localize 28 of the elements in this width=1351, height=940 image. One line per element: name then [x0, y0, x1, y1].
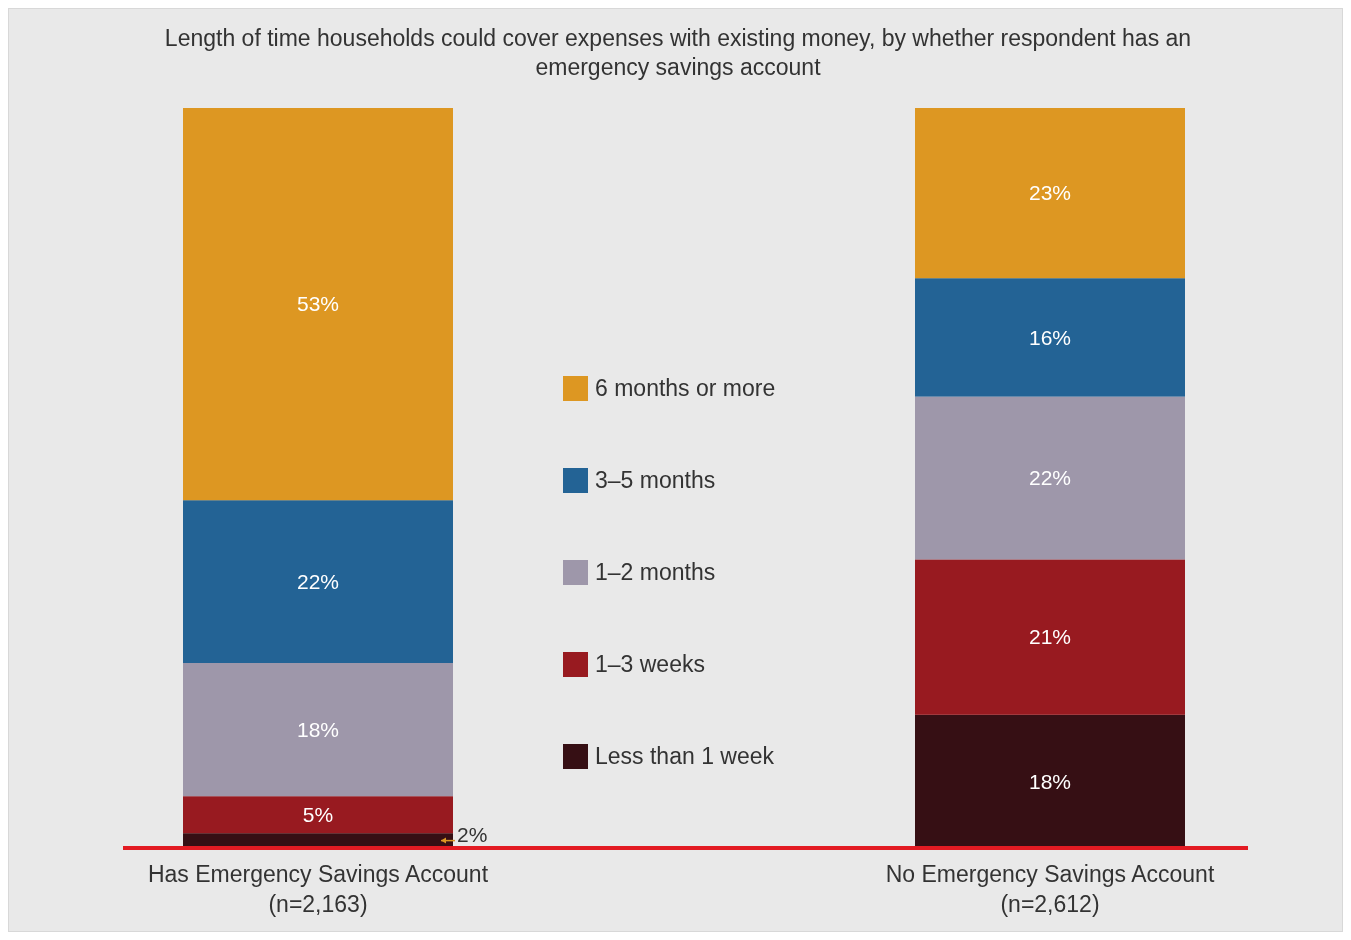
bar — [915, 278, 1185, 397]
data-label: 16% — [1028, 325, 1072, 349]
bar — [183, 108, 453, 501]
legend-label: Less than 1 week — [595, 743, 775, 770]
legend-label: 1–2 months — [595, 559, 716, 586]
bar — [183, 663, 453, 797]
x-tick-label: Has Emergency Savings Account (n=2,163) — [147, 861, 489, 917]
legend-label: 1–3 weeks — [595, 651, 705, 678]
bar — [183, 796, 453, 834]
bar — [915, 714, 1185, 848]
chart-title: Length of time households could cover expenses with existing money, by whether respondent has an emergency savings account — [164, 25, 1192, 80]
data-label: 53% — [296, 292, 340, 316]
legend-label: 3–5 months — [595, 467, 716, 494]
data-label: 22% — [1028, 466, 1072, 490]
data-label: 2% — [457, 822, 488, 846]
x-tick-label: No Emergency Savings Account (n=2,612) — [885, 861, 1215, 917]
data-label: 18% — [1028, 769, 1072, 793]
data-label: 18% — [296, 717, 340, 741]
bar — [915, 396, 1185, 560]
bar — [915, 559, 1185, 715]
bar — [183, 833, 453, 848]
legend-label: 6 months or more — [595, 375, 776, 402]
data-label: 5% — [302, 803, 334, 827]
data-label: 23% — [1028, 181, 1072, 205]
data-label: 22% — [296, 569, 340, 593]
bar — [183, 500, 453, 663]
data-label: 21% — [1028, 625, 1072, 649]
bar — [915, 108, 1185, 279]
